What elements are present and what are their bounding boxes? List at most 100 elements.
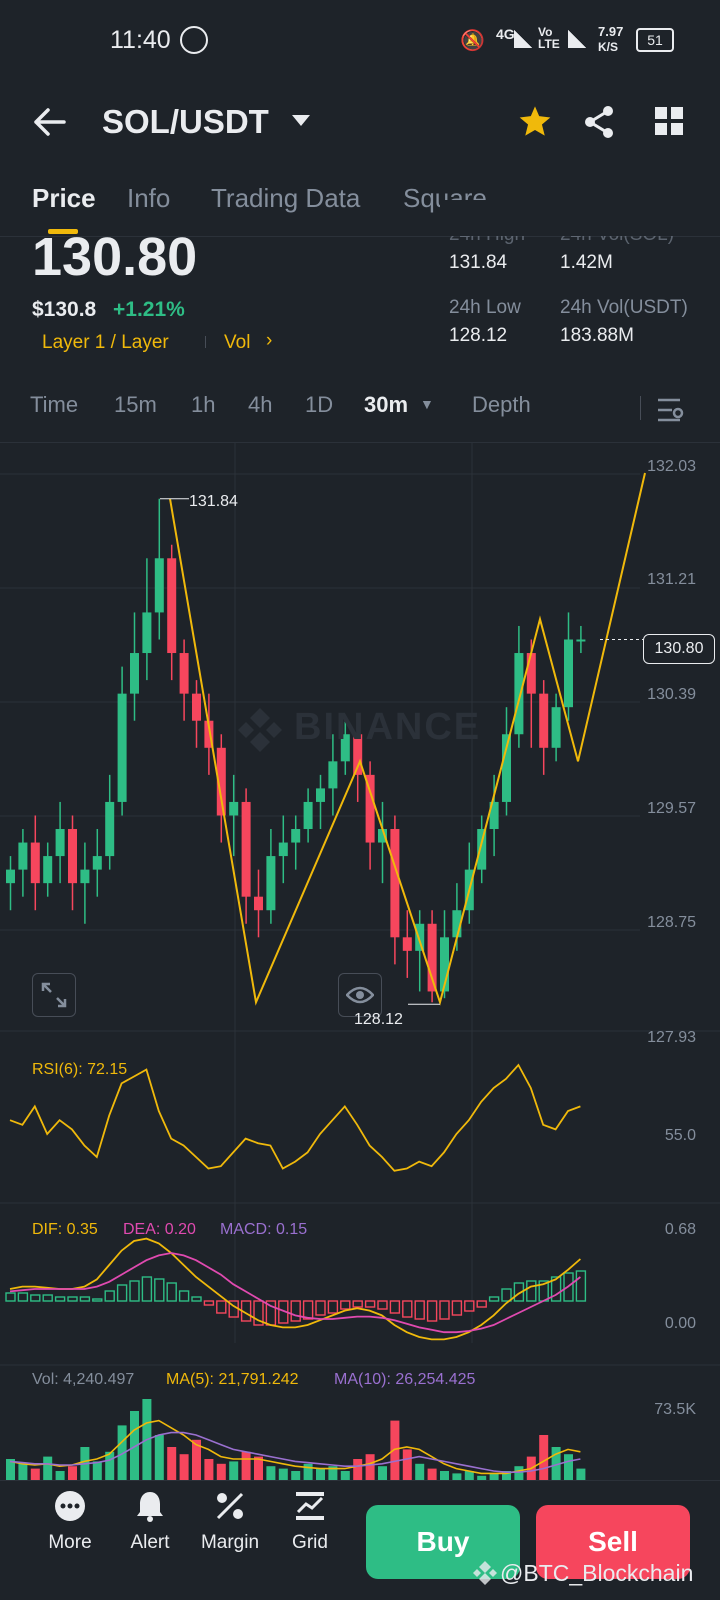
volume-bar xyxy=(192,1439,201,1483)
macd-bar xyxy=(129,1280,140,1302)
volume-bar xyxy=(415,1463,425,1483)
volume-bar xyxy=(43,1456,53,1483)
macd-bar xyxy=(550,1276,562,1302)
macd-bar xyxy=(42,1294,53,1302)
dropdown-icon[interactable] xyxy=(292,115,310,127)
candle-body xyxy=(303,801,313,830)
volume-bar xyxy=(328,1466,338,1483)
candle-body xyxy=(229,801,239,816)
candle-body xyxy=(402,937,412,951)
candlestick-chart[interactable] xyxy=(0,443,720,1483)
macd-axis-zero: 0.00 xyxy=(664,1315,696,1332)
vol-usdt-label: 24h Vol(USDT) xyxy=(560,297,688,318)
candle-body xyxy=(576,639,586,642)
dea-label: DEA: 0.20 xyxy=(123,1221,196,1238)
pair-title[interactable]: SOL/USDT xyxy=(102,103,269,140)
tab-trading-data[interactable]: Trading Data xyxy=(211,183,361,213)
macd-bar xyxy=(352,1300,363,1308)
share-icon[interactable] xyxy=(583,105,615,139)
speed-value: 7.97 xyxy=(598,24,624,39)
volume-bar xyxy=(402,1449,412,1483)
macd-bar xyxy=(79,1296,91,1302)
grid-icon[interactable] xyxy=(655,107,683,135)
mute-icon: 🔕 xyxy=(460,30,485,52)
tf-30m[interactable]: 30m xyxy=(364,392,409,417)
volume-bar xyxy=(229,1461,239,1483)
tf-15m[interactable]: 15m xyxy=(114,392,157,417)
rsi-label: RSI(6): 72.15 xyxy=(32,1061,128,1078)
nav-alert[interactable]: Alert xyxy=(110,1486,190,1554)
signal-icon-2 xyxy=(568,30,586,48)
tf-dropdown-icon[interactable]: ▼ xyxy=(420,396,434,412)
nav-grid[interactable]: Grid xyxy=(270,1486,350,1554)
battery-icon: 51 xyxy=(636,28,674,52)
candle-body xyxy=(241,801,251,897)
volume-bar xyxy=(316,1468,325,1483)
tf-time[interactable]: Time xyxy=(30,392,79,417)
axis-label-6: 127.93 xyxy=(647,1029,696,1046)
macd-bar xyxy=(5,1292,16,1302)
axis-label-1: 132.03 xyxy=(647,458,696,475)
volume-bar xyxy=(167,1447,177,1483)
tf-4h[interactable]: 4h xyxy=(248,392,273,417)
eye-icon xyxy=(346,986,374,1004)
axis-label-4: 129.57 xyxy=(647,800,696,817)
volte-label: Vo LTE xyxy=(538,25,560,51)
back-arrow-icon[interactable] xyxy=(32,107,66,137)
whatsapp-icon xyxy=(180,26,208,54)
low-value: 128.12 xyxy=(449,325,508,346)
macd-bar xyxy=(17,1292,29,1302)
nav-margin[interactable]: Margin xyxy=(190,1486,270,1554)
candle-body xyxy=(427,923,437,992)
volume-bar xyxy=(489,1473,499,1483)
volume-bar xyxy=(18,1463,28,1483)
tab-price[interactable]: Price xyxy=(32,183,96,213)
rsi-line xyxy=(9,1063,581,1172)
macd-bar xyxy=(488,1296,500,1302)
volume-bar xyxy=(278,1468,288,1483)
candle-body xyxy=(68,829,77,884)
category-tag[interactable]: Layer 1 / Layer xyxy=(42,332,169,353)
nav-alert-label: Alert xyxy=(130,1532,170,1553)
star-icon[interactable] xyxy=(518,105,552,137)
buy-button[interactable]: Buy xyxy=(366,1505,520,1579)
tf-1d[interactable]: 1D xyxy=(305,392,334,417)
tf-depth[interactable]: Depth xyxy=(472,392,531,417)
macd-bar xyxy=(166,1282,177,1302)
user-watermark-name: BTC_Blockchain xyxy=(523,1560,694,1586)
vol-usdt-value: 183.88M xyxy=(560,325,634,346)
axis-label-3: 130.39 xyxy=(647,686,696,703)
candle-body xyxy=(142,612,152,654)
candle-body xyxy=(154,558,164,613)
status-bar: 11:40 🔕 4G Vo LTE 7.97 K/S 51 xyxy=(0,0,720,80)
tab-info[interactable]: Info xyxy=(127,183,171,213)
nav-more[interactable]: More xyxy=(30,1486,110,1554)
candle-body xyxy=(43,856,53,884)
candle-body xyxy=(105,801,115,857)
macd-bar xyxy=(575,1270,587,1302)
hide-indicators-button[interactable] xyxy=(338,973,382,1017)
chart-settings-icon[interactable] xyxy=(658,398,684,422)
ma10-label: MA(10): 26,254.425 xyxy=(334,1371,476,1388)
macd-bar xyxy=(315,1300,326,1316)
expand-button[interactable] xyxy=(32,973,76,1017)
macd-bar xyxy=(30,1294,41,1302)
candle-body xyxy=(6,869,15,884)
candle-body xyxy=(440,937,449,992)
dif-line xyxy=(9,1237,581,1341)
volume-bar xyxy=(539,1435,549,1483)
price-change: +1.21% xyxy=(113,298,185,321)
more-icon xyxy=(55,1491,85,1521)
axis-label-2: 131.21 xyxy=(647,571,696,588)
macd-bar xyxy=(327,1300,339,1314)
price-usd: $130.8 xyxy=(32,298,97,321)
volume-bar xyxy=(353,1459,363,1483)
vol-link[interactable]: Vol xyxy=(224,332,251,353)
volume-bar xyxy=(80,1447,90,1483)
sell-button[interactable]: Sell xyxy=(536,1505,690,1579)
candle-body xyxy=(365,774,375,843)
volume-bar xyxy=(464,1471,474,1483)
tf-1h[interactable]: 1h xyxy=(191,392,216,417)
vol-sol-value: 1.42M xyxy=(560,252,613,273)
candle-body xyxy=(117,693,127,802)
